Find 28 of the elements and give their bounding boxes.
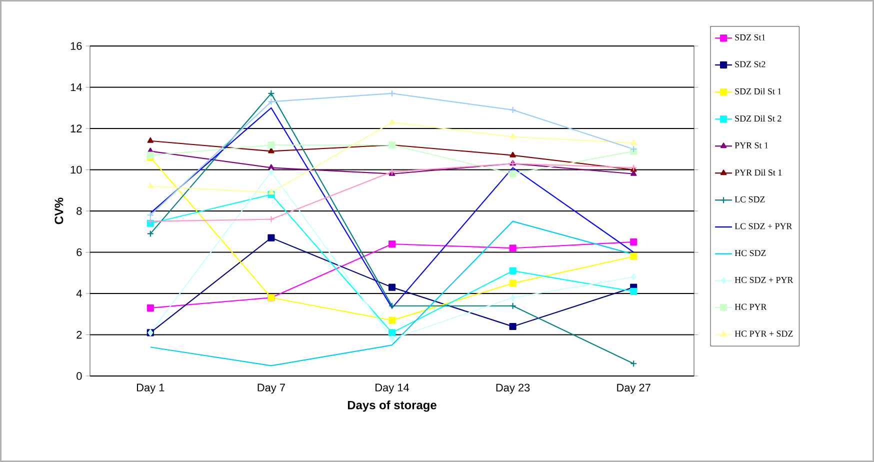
x-tick-label: Day 14 xyxy=(376,384,410,394)
y-tick-label: 0 xyxy=(76,372,82,380)
y-tick-label: 6 xyxy=(76,248,82,256)
legend-label: HC PYR + SDZ xyxy=(734,330,793,337)
x-tick-label: Day 7 xyxy=(258,384,285,394)
legend-label: LC SDZ + PYR xyxy=(734,223,792,230)
legend-label: HC SDZ + PYR xyxy=(734,276,794,283)
legend-label: PYR Dil St 1 xyxy=(734,169,782,176)
legend-label: SDZ St1 xyxy=(735,34,766,40)
y-tick-label: 14 xyxy=(70,83,82,92)
x-tick-label: Day 27 xyxy=(617,384,650,394)
legend-label: HC SDZ xyxy=(734,250,766,256)
legend-label: PYR St 1 xyxy=(734,142,768,148)
x-tick-label: Day 23 xyxy=(496,384,530,394)
x-tick-label: Day 1 xyxy=(137,384,164,394)
legend-label: SDZ Dil St 1 xyxy=(735,88,782,94)
x-axis-title: Days of storage xyxy=(348,400,436,412)
y-tick-label: 10 xyxy=(70,166,82,174)
y-axis-title: CV% xyxy=(54,198,64,224)
legend-label: SDZ St2 xyxy=(735,61,766,68)
y-tick-label: 2 xyxy=(76,330,82,339)
y-tick-label: 8 xyxy=(76,207,82,215)
legend-label: SDZ Dil St 2 xyxy=(735,115,782,122)
y-tick-label: 12 xyxy=(70,124,82,132)
y-tick-label: 4 xyxy=(76,290,82,298)
legend-label: LC SDZ xyxy=(734,196,765,202)
y-tick-label: 16 xyxy=(70,42,82,50)
legend-label: HC PYR xyxy=(734,304,767,310)
